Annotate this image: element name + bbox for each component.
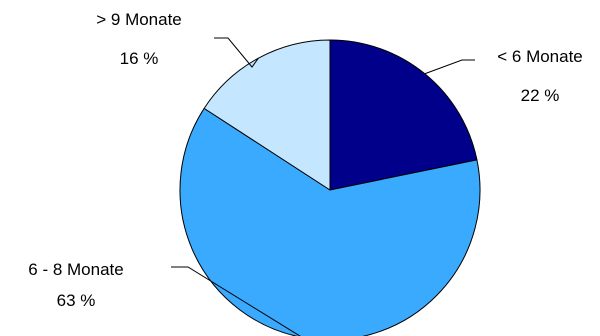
slice-6to8 (179, 107, 481, 336)
slice-value-6to8: 63 % (57, 291, 96, 310)
slice-label-lt6: < 6 Monate (497, 47, 583, 66)
slice-label-gt9: > 9 Monate (96, 10, 182, 29)
leader-lines (171, 37, 475, 336)
leader-line-slice-6to8 (171, 266, 301, 336)
slice-value-lt6: 22 % (521, 86, 560, 105)
leader-line-slice-gt9 (214, 37, 259, 68)
pie-slices (179, 39, 481, 336)
leader-line-slice-lt6 (424, 59, 475, 75)
slice-value-gt9: 16 % (120, 49, 159, 68)
slice-label-6to8: 6 - 8 Monate (28, 260, 123, 279)
slice-lt6 (329, 39, 478, 191)
